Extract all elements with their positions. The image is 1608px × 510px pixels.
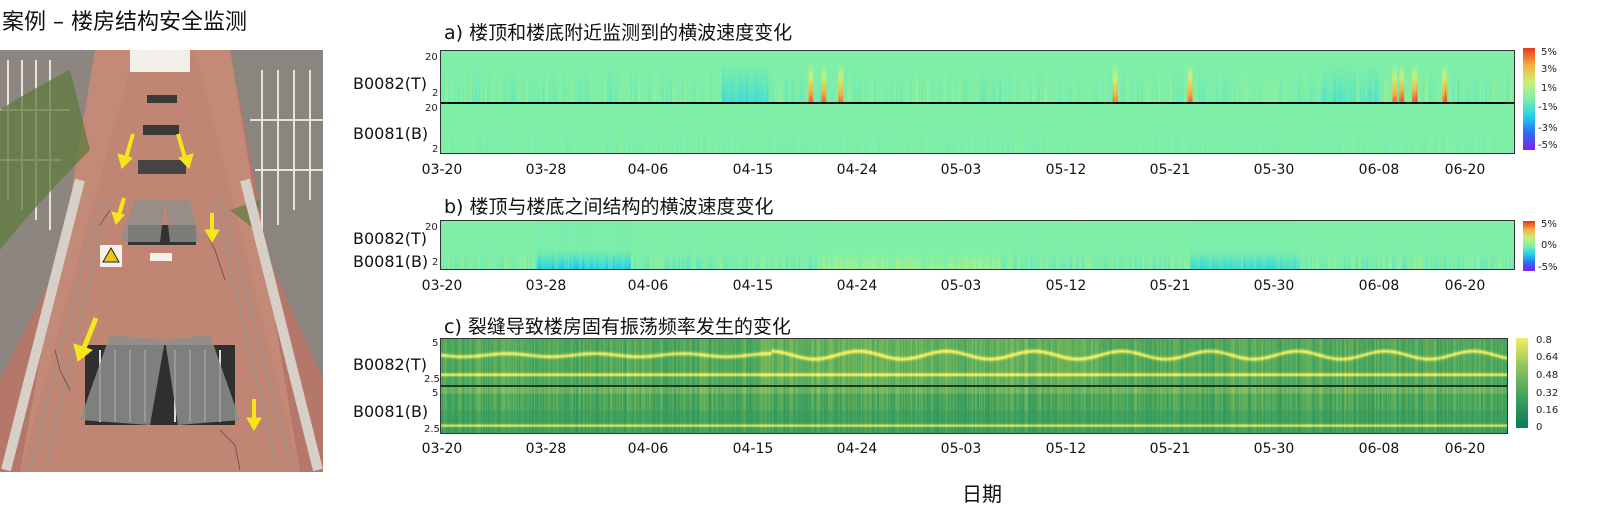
panel-c-cbar-tick: 0 bbox=[1536, 422, 1543, 433]
panel-b-row-bottom-label: B0081(B) bbox=[353, 252, 429, 271]
x-tick-label: 05-30 bbox=[1253, 278, 1295, 294]
panel-a-title: a) 楼顶和楼底附近监测到的横波速度变化 bbox=[444, 22, 793, 44]
panel-c-title: c) 裂缝导致楼房固有振荡频率发生的变化 bbox=[444, 316, 791, 338]
x-tick-label: 05-30 bbox=[1253, 162, 1295, 178]
panel-b-row-top-label: B0082(T) bbox=[353, 229, 427, 248]
panel-c-row-bottom-label: B0081(B) bbox=[353, 402, 429, 421]
x-tick-label: 04-15 bbox=[732, 278, 774, 294]
x-tick-label: 06-20 bbox=[1444, 162, 1486, 178]
panel-c-ytick: 2.5 bbox=[424, 374, 440, 385]
panel-a-row-bottom-label: B0081(B) bbox=[353, 124, 429, 143]
panel-a-xaxis: 03-20 03-28 04-06 04-15 04-24 05-03 05-12 05-21… bbox=[0, 162, 1608, 182]
x-tick-label: 04-15 bbox=[732, 441, 774, 457]
x-tick-label: 05-12 bbox=[1045, 162, 1087, 178]
x-tick-label: 04-06 bbox=[627, 162, 669, 178]
x-tick-label: 03-20 bbox=[421, 278, 463, 294]
x-axis-label: 日期 bbox=[962, 482, 1002, 506]
panel-c-heatmap bbox=[440, 338, 1508, 434]
panel-a-cbar-tick: -5% bbox=[1538, 140, 1558, 151]
x-tick-label: 05-03 bbox=[940, 441, 982, 457]
panel-b-colorbar bbox=[1523, 221, 1535, 271]
x-tick-label: 03-20 bbox=[421, 162, 463, 178]
x-tick-label: 05-21 bbox=[1149, 441, 1191, 457]
arrow-icon-5 bbox=[72, 314, 102, 362]
panel-b-ytick: 2 bbox=[432, 257, 439, 268]
arrow-icon-1 bbox=[117, 130, 141, 170]
x-tick-label: 05-12 bbox=[1045, 278, 1087, 294]
panel-b-heatmap bbox=[440, 220, 1515, 270]
x-tick-label: 05-03 bbox=[940, 162, 982, 178]
arrow-icon-2 bbox=[172, 130, 196, 170]
panel-a-colorbar bbox=[1523, 48, 1535, 150]
x-tick-label: 05-30 bbox=[1253, 441, 1295, 457]
panel-c-colorbar bbox=[1516, 338, 1528, 428]
panel-b-xaxis: 03-20 03-28 04-06 04-15 04-24 05-03 05-12 05-21… bbox=[0, 278, 1608, 298]
x-tick-label: 03-28 bbox=[525, 441, 567, 457]
x-tick-label: 06-08 bbox=[1358, 441, 1400, 457]
panel-a-ytick: 2 bbox=[432, 144, 439, 155]
panel-b-cbar-tick: 0% bbox=[1541, 240, 1557, 251]
panel-c-xaxis: 03-20 03-28 04-06 04-15 04-24 05-03 05-12 05-21… bbox=[0, 441, 1608, 461]
x-tick-label: 06-20 bbox=[1444, 441, 1486, 457]
panel-c-cbar-tick: 0.16 bbox=[1536, 405, 1559, 416]
panel-c-cbar-tick: 0.64 bbox=[1536, 352, 1559, 363]
panel-a-ytick: 20 bbox=[425, 52, 438, 63]
panel-a-ytick: 2 bbox=[432, 88, 439, 99]
panel-b-ytick: 20 bbox=[425, 222, 438, 233]
x-tick-label: 04-15 bbox=[732, 162, 774, 178]
panel-c-ytick: 2.5 bbox=[424, 424, 440, 435]
panel-a-cbar-tick: 1% bbox=[1541, 83, 1557, 94]
panel-a-row-top-label: B0082(T) bbox=[353, 74, 427, 93]
x-tick-label: 05-21 bbox=[1149, 162, 1191, 178]
panel-a-ytick: 20 bbox=[425, 103, 438, 114]
x-tick-label: 04-06 bbox=[627, 278, 669, 294]
x-tick-label: 04-24 bbox=[836, 162, 878, 178]
x-tick-label: 06-20 bbox=[1444, 278, 1486, 294]
building-photo bbox=[0, 50, 323, 472]
x-tick-label: 04-24 bbox=[836, 278, 878, 294]
x-tick-label: 06-08 bbox=[1358, 162, 1400, 178]
panel-a-heatmap bbox=[440, 50, 1515, 154]
panel-a-cbar-tick: -1% bbox=[1538, 102, 1558, 113]
arrow-icon-4 bbox=[202, 210, 222, 244]
x-tick-label: 03-28 bbox=[525, 278, 567, 294]
panel-c-cbar-tick: 0.48 bbox=[1536, 370, 1559, 381]
x-tick-label: 04-24 bbox=[836, 441, 878, 457]
panel-c-cbar-tick: 0.8 bbox=[1536, 335, 1552, 346]
panel-b-cbar-tick: -5% bbox=[1538, 262, 1558, 273]
x-tick-label: 05-12 bbox=[1045, 441, 1087, 457]
panel-b-title: b) 楼顶与楼底之间结构的横波速度变化 bbox=[444, 196, 774, 218]
panel-a-cbar-tick: 3% bbox=[1541, 64, 1557, 75]
arrow-icon-6 bbox=[244, 396, 264, 432]
x-tick-label: 03-28 bbox=[525, 162, 567, 178]
panel-c-row-top-label: B0082(T) bbox=[353, 355, 427, 374]
panel-a-cbar-tick: -3% bbox=[1538, 123, 1558, 134]
x-tick-label: 05-21 bbox=[1149, 278, 1191, 294]
x-tick-label: 04-06 bbox=[627, 441, 669, 457]
panel-c-cbar-tick: 0.32 bbox=[1536, 388, 1559, 399]
page-title: 案例 – 楼房结构安全监测 bbox=[2, 10, 247, 35]
panel-a-cbar-tick: 5% bbox=[1541, 47, 1557, 58]
arrow-icon-3 bbox=[110, 195, 130, 225]
panel-b-cbar-tick: 5% bbox=[1541, 219, 1557, 230]
panel-c-ytick: 5 bbox=[432, 338, 439, 349]
panel-a-divider bbox=[441, 102, 1514, 104]
x-tick-label: 03-20 bbox=[421, 441, 463, 457]
panel-c-divider bbox=[441, 385, 1507, 387]
x-tick-label: 06-08 bbox=[1358, 278, 1400, 294]
panel-c-ytick: 5 bbox=[432, 388, 439, 399]
x-tick-label: 05-03 bbox=[940, 278, 982, 294]
